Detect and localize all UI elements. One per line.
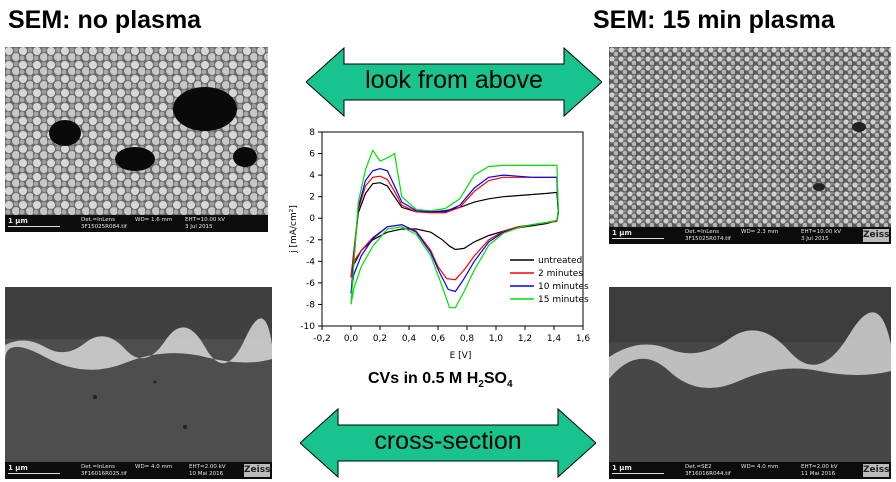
eht-label: EHT=10.00 kV (185, 217, 226, 223)
sem-image-top-right: 1 µm Det.=InLens WD= 2.3 mm EHT=10.00 kV… (609, 47, 891, 244)
caption-mid: SO (483, 370, 507, 387)
date-label: 10 Mai 2016 (189, 471, 224, 477)
file-label: 3F16016R025.tif (81, 471, 127, 477)
legend-label: 2 minutes (538, 269, 583, 279)
caption-sub-4: 4 (506, 379, 513, 391)
eht-label: EHT=10.00 kV (801, 229, 842, 235)
sem-info-bar: 1 µm Det.=InLens WD= 1.6 mm EHT=10.00 kV… (5, 215, 268, 232)
series-line-10-minutes (350, 167, 559, 294)
y-tick-label: 0 (309, 214, 315, 224)
file-label: 3F15025R084.tif (81, 224, 127, 230)
file-label: 3F16016R044.tif (685, 471, 731, 477)
y-tick-label: -2 (306, 236, 315, 246)
caption-prefix: CVs in 0.5 M H (368, 370, 479, 387)
y-tick-label: -8 (306, 300, 315, 310)
file-label: 3F15025R074.tif (685, 236, 731, 242)
scale-label: 1 µm (8, 217, 28, 225)
cv-chart-svg: -10 -8 -6 -4 -2 0 2 4 6 8 -0,2 0,0 0,2 0,4 0,6 0,8 1,0 1,… (289, 128, 591, 361)
wd-label: WD= 4.0 mm (135, 464, 173, 470)
detector-label: Det.=InLens (81, 464, 115, 470)
x-tick-label: -0,2 (313, 334, 331, 344)
x-axis-label: E [V] (450, 351, 472, 361)
x-tick-label: 0,0 (344, 334, 359, 344)
legend-label: untreated (538, 256, 582, 266)
date-label: 3 Jul 2015 (185, 224, 213, 230)
series-line-2-minutes (350, 175, 559, 281)
double-arrow-top-shape (306, 46, 602, 118)
x-tick-label: 1,6 (576, 334, 591, 344)
cv-caption: CVs in 0.5 M H2SO4 (368, 370, 513, 390)
sem-image-top-left: 1 µm Det.=InLens WD= 1.6 mm EHT=10.00 kV… (5, 47, 268, 232)
legend-label: 15 minutes (538, 295, 589, 305)
scale-label: 1 µm (8, 464, 28, 472)
sem-image-bottom-right: 1 µm Det.=SE2 WD= 4.0 mm EHT=2.00 kV 3F1… (609, 287, 891, 479)
y-tick-label: 8 (309, 128, 315, 138)
sem-micrograph-bottom-right (609, 287, 891, 462)
detector-label: Det.=InLens (685, 229, 719, 235)
detector-label: Det.=SE2 (685, 464, 712, 470)
sem-image-bottom-left: 1 µm Det.=InLens WD= 4.0 mm EHT=2.00 kV … (5, 287, 272, 479)
plot-frame (321, 131, 584, 327)
scale-label: 1 µm (612, 464, 632, 472)
scale-line (612, 238, 664, 239)
x-tick-label: 1,2 (518, 334, 532, 344)
title-15-min-plasma: SEM: 15 min plasma (593, 6, 835, 34)
scale-line (8, 473, 60, 474)
wd-label: WD= 1.6 mm (135, 217, 173, 223)
sem-micrograph-top-right (609, 47, 891, 227)
arrow-label-look-from-above: look from above (365, 66, 543, 94)
x-tick-label: 0,8 (460, 334, 475, 344)
double-arrow-bottom-shape (300, 407, 596, 479)
scale-label: 1 µm (612, 229, 632, 237)
x-tick-label: 0,6 (431, 334, 446, 344)
series-line-15-minutes (350, 148, 559, 309)
cv-chart: -10 -8 -6 -4 -2 0 2 4 6 8 -0,2 0,0 0,2 0,4 0,6 0,8 1,0 1,… (278, 118, 598, 368)
eht-label: EHT=2.00 kV (189, 464, 226, 470)
zeiss-logo: Zeiss (863, 464, 890, 477)
wd-label: WD= 2.3 mm (741, 229, 779, 235)
y-tick-label: -4 (306, 257, 315, 267)
x-tick-label: 1,0 (489, 334, 504, 344)
x-tick-label: 0,4 (402, 334, 417, 344)
y-tick-label: -6 (306, 279, 315, 289)
y-tick-label: 4 (309, 171, 315, 181)
zeiss-logo: Zeiss (244, 464, 271, 477)
eht-label: EHT=2.00 kV (801, 464, 838, 470)
sem-info-bar: 1 µm Det.=InLens WD= 2.3 mm EHT=10.00 kV… (609, 227, 891, 244)
sem-info-bar: 1 µm Det.=InLens WD= 4.0 mm EHT=2.00 kV … (5, 462, 272, 479)
arrow-label-cross-section: cross-section (374, 427, 522, 455)
date-label: 11 Mai 2016 (801, 471, 836, 477)
y-tick-label: -10 (300, 322, 315, 332)
zeiss-logo: Zeiss (863, 229, 890, 242)
y-tick-label: 6 (309, 150, 315, 160)
title-no-plasma: SEM: no plasma (8, 6, 202, 34)
y-tick-label: 2 (309, 193, 315, 203)
scale-line (8, 226, 60, 227)
detector-label: Det.=InLens (81, 217, 115, 223)
wd-label: WD= 4.0 mm (741, 464, 779, 470)
caption-sub-2: 2 (478, 379, 484, 391)
y-axis-label: j [mA/cm²] (289, 205, 299, 254)
date-label: 3 Jul 2015 (801, 236, 829, 242)
legend-label: 10 minutes (538, 282, 589, 292)
sem-info-bar: 1 µm Det.=SE2 WD= 4.0 mm EHT=2.00 kV 3F1… (609, 462, 891, 479)
sem-micrograph-bottom-left (5, 287, 272, 462)
x-tick-label: 1,4 (547, 334, 562, 344)
sem-micrograph-top-left (5, 47, 268, 215)
double-arrow-bottom (300, 407, 596, 479)
scale-line (612, 473, 664, 474)
x-tick-label: 0,2 (373, 334, 387, 344)
double-arrow-top (306, 46, 602, 118)
